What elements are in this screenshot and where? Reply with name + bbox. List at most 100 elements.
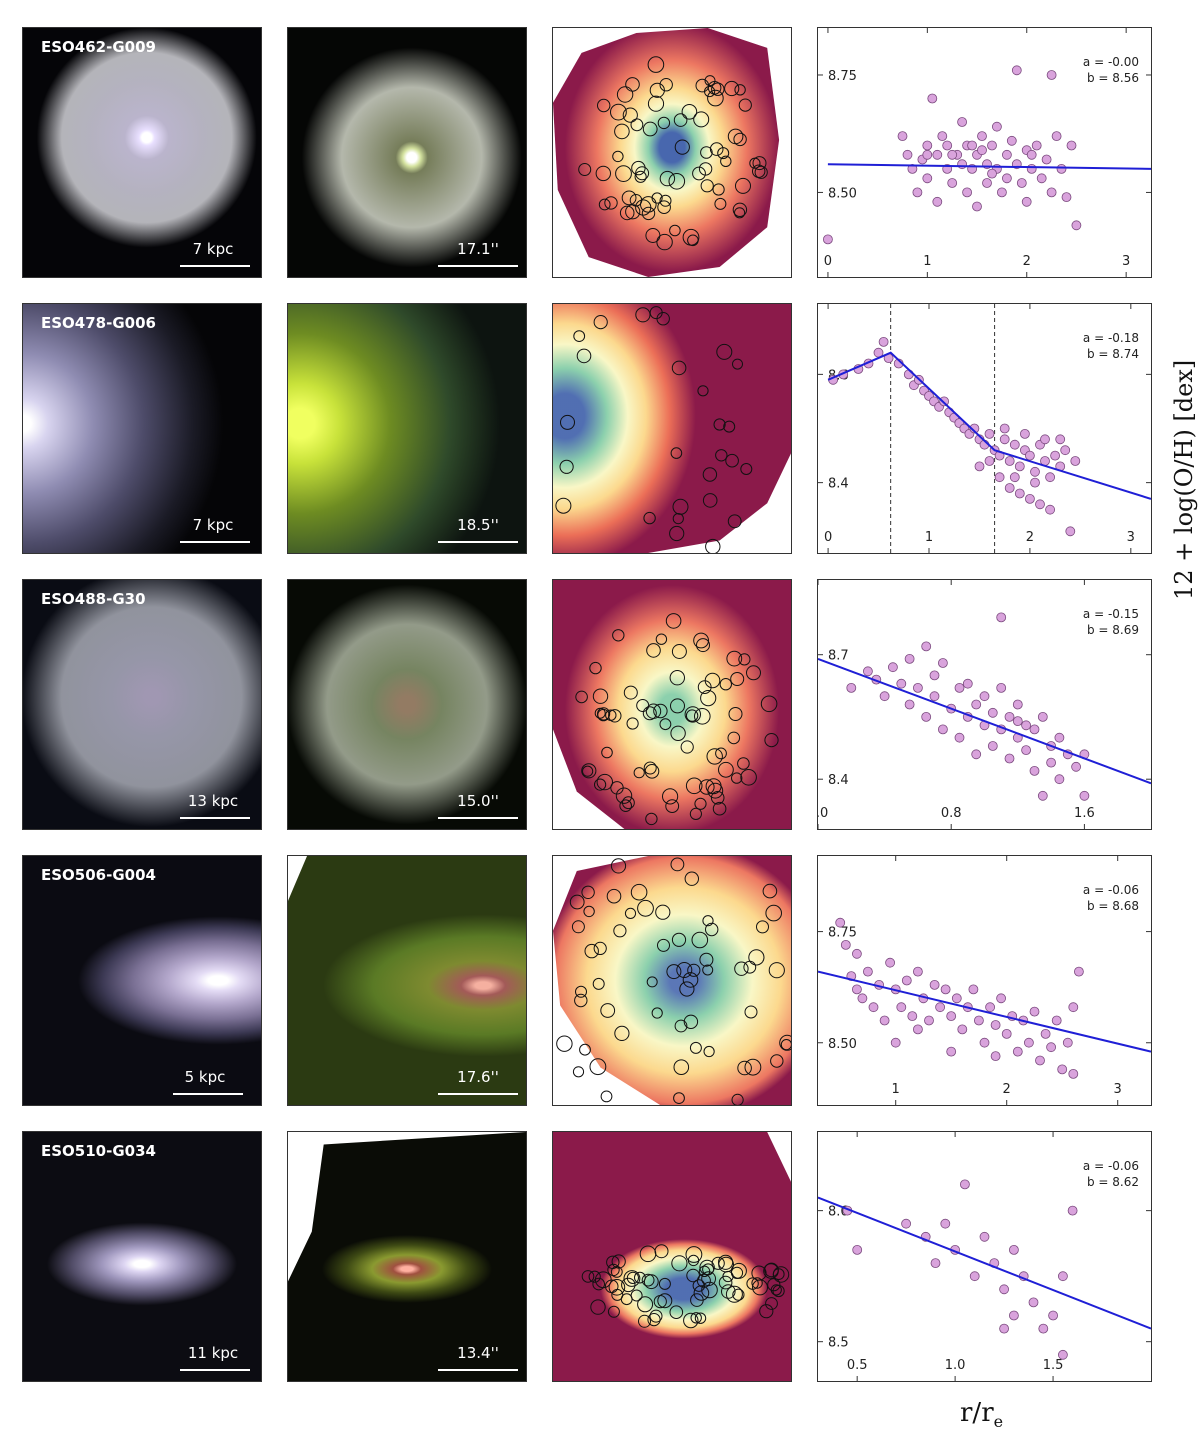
hii-region-marker	[647, 56, 665, 73]
hii-region-marker	[619, 799, 632, 812]
data-point	[1061, 192, 1072, 203]
hii-region-marker	[738, 653, 751, 666]
data-point	[994, 472, 1005, 483]
hii-region-marker	[682, 228, 700, 246]
slope-annotation: a = -0.00	[1083, 55, 1139, 69]
data-point	[1056, 163, 1067, 174]
hii-region-marker	[685, 709, 699, 722]
data-point	[913, 1024, 923, 1035]
data-point	[1066, 140, 1077, 151]
physical-scale-bar	[180, 265, 250, 267]
hii-region-marker	[716, 343, 733, 360]
galaxy-name: ESO462-G009	[41, 38, 156, 56]
hii-region-marker	[767, 1278, 781, 1292]
hii-region-marker	[559, 459, 574, 474]
data-point	[932, 149, 943, 160]
hii-region-marker	[679, 981, 695, 997]
data-point	[1021, 745, 1032, 756]
hii-region-marker	[702, 467, 718, 482]
galaxy-color-image: ESO462-G009 7 kpc	[22, 27, 262, 278]
hii-region-marker	[569, 894, 585, 910]
hii-region-marker	[696, 1273, 711, 1288]
hii-region-marker	[601, 746, 613, 759]
hii-region-marker	[702, 1263, 715, 1276]
emission-image-field	[288, 28, 526, 277]
y-tick-label: 8.4	[828, 773, 849, 788]
hii-region-marker	[693, 632, 710, 649]
hii-region-marker	[589, 661, 602, 675]
data-point	[942, 140, 953, 151]
hii-region-marker	[656, 233, 673, 251]
data-point	[1045, 504, 1056, 515]
hii-region-marker	[659, 194, 672, 207]
hii-region-marker	[740, 463, 753, 475]
data-point	[984, 456, 995, 466]
data-point	[1071, 761, 1082, 772]
data-point	[979, 1231, 990, 1242]
y-tick-label: 8.5	[828, 1336, 849, 1351]
hii-region-marker	[639, 1245, 657, 1263]
data-point	[971, 699, 982, 710]
hii-region-marker	[649, 82, 665, 98]
y-tick-label: 8.7	[828, 649, 849, 664]
physical-scale-bar	[180, 817, 250, 819]
hii-region-marker	[594, 707, 606, 719]
hii-region-marker	[581, 765, 594, 777]
hii-region-marker	[730, 672, 745, 686]
hii-region-marker	[592, 1277, 606, 1291]
hii-region-marker	[681, 104, 698, 120]
slope-annotation: a = -0.06	[1083, 1159, 1139, 1173]
hii-region-marker	[672, 513, 684, 525]
data-point	[1004, 483, 1015, 493]
data-point	[929, 979, 940, 990]
hii-region-marker	[653, 703, 668, 719]
hii-region-marker	[712, 183, 725, 196]
hii-region-marker	[646, 643, 661, 658]
hii-region-marker	[715, 747, 727, 760]
hii-region-marker	[581, 885, 595, 899]
data-point	[1079, 790, 1090, 801]
data-point	[896, 1002, 907, 1013]
hii-region-marker	[752, 164, 766, 178]
hii-region-marker	[712, 801, 727, 816]
hii-region-marker	[684, 871, 700, 886]
physical-scale-bar	[173, 1093, 243, 1095]
hii-region-marker	[659, 170, 676, 187]
hii-region-marker	[759, 1304, 774, 1319]
data-point	[922, 173, 933, 184]
data-point	[962, 678, 973, 689]
hii-region-marker	[615, 787, 633, 804]
hii-region-marker	[689, 807, 702, 820]
hii-region-marker	[670, 857, 685, 872]
galaxy-color-image: ESO510-G034 11 kpc	[22, 1131, 262, 1382]
hii-region-markers	[578, 56, 768, 251]
hii-region-marker	[770, 1054, 784, 1068]
data-point	[930, 1258, 941, 1269]
hii-region-marker	[764, 1262, 779, 1278]
data-point	[912, 187, 923, 198]
data-point	[1060, 445, 1071, 456]
data-point	[1008, 1310, 1019, 1321]
hii-region-marker	[589, 1058, 607, 1076]
galaxy-name: ESO478-G006	[41, 314, 156, 332]
hii-region-marker	[735, 177, 751, 194]
hii-region-marker	[695, 78, 710, 93]
fit-line	[818, 657, 1151, 785]
data-point	[879, 1015, 890, 1026]
hii-region-marker	[746, 665, 761, 681]
data-point	[967, 140, 978, 151]
data-point	[979, 691, 990, 702]
hii-region-marker	[689, 1041, 702, 1054]
hii-region-marker	[732, 358, 743, 370]
x-axis-label: r/re	[960, 1398, 1003, 1431]
hii-region-marker	[718, 761, 734, 778]
data-point	[996, 612, 1007, 623]
hii-region-marker	[731, 1093, 744, 1105]
metallicity-map	[552, 27, 792, 278]
hii-region-marker	[687, 963, 701, 977]
hii-region-marker	[625, 77, 640, 92]
physical-scale-label: 11 kpc	[187, 1344, 239, 1362]
hii-region-marker	[581, 1270, 595, 1283]
x-tick-label: 3	[1114, 1082, 1122, 1097]
hii-region-marker	[734, 961, 749, 976]
